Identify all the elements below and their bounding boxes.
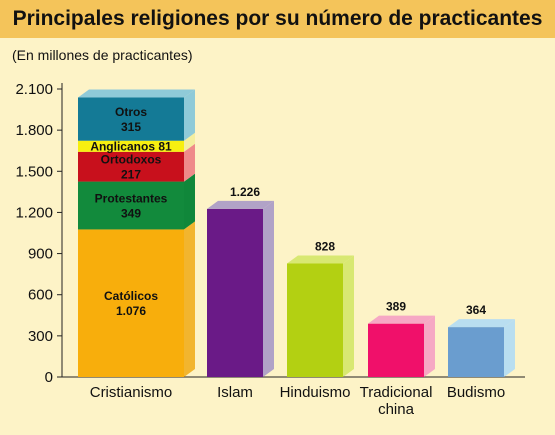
bar-tradicional-china-top <box>368 315 435 324</box>
segment-label-protestantes: Protestantes <box>95 192 168 206</box>
bar-budismo-top <box>448 319 515 328</box>
segment-value-catolicos: 1.076 <box>116 304 146 318</box>
bar-hinduismo-side <box>343 255 354 377</box>
segment-label-ortodoxos: Ortodoxos <box>101 153 162 167</box>
category-label-hinduismo: Hinduismo <box>280 384 351 401</box>
segment-label-catolicos: Católicos <box>104 289 158 303</box>
value-label-hinduismo: 828 <box>315 239 335 253</box>
category-label-tradicional-china: Tradicional <box>360 384 433 401</box>
segment-label-anglicanos: Anglicanos 81 <box>90 139 172 153</box>
y-tick-label: 300 <box>28 328 53 345</box>
bar-tradicional-china-front <box>368 323 424 377</box>
bar-islam-front <box>207 208 263 377</box>
segment-label-otros: Otros <box>115 105 147 119</box>
bar-cristianismo-ortodoxos-front <box>78 151 184 182</box>
chart-title: Principales religiones por su número de … <box>0 0 555 38</box>
value-label-islam: 1.226 <box>230 185 260 199</box>
bar-tradicional-china-side <box>424 315 435 377</box>
y-tick-label: 2.100 <box>15 81 53 98</box>
y-tick-label: 0 <box>45 369 53 386</box>
bar-cristianismo-protestantes-side <box>184 173 195 230</box>
category-label-islam: Islam <box>217 384 253 401</box>
bar-islam-side <box>263 200 274 377</box>
bar-hinduismo-front <box>287 263 343 377</box>
segment-value-protestantes: 349 <box>121 207 141 221</box>
bar-budismo-side <box>504 319 515 377</box>
y-axis-label: (En millones de practicantes) <box>12 47 193 63</box>
category-label-budismo: Budismo <box>447 384 505 401</box>
y-tick-label: 1.200 <box>15 204 53 221</box>
y-tick-label: 1.800 <box>15 122 53 139</box>
bar-cristianismo-otros-front <box>78 97 184 141</box>
bar-cristianismo-otros-side <box>184 89 195 141</box>
bar-hinduismo-top <box>287 255 354 264</box>
category-label-tradicional-china: china <box>378 401 415 418</box>
bar-cristianismo-protestantes-front <box>78 181 184 230</box>
bar-cristianismo-catolicos-front <box>78 229 184 377</box>
y-tick-label: 1.500 <box>15 163 53 180</box>
value-label-budismo: 364 <box>466 303 486 317</box>
y-tick-label: 900 <box>28 246 53 263</box>
bar-cristianismo-anglicanos-front <box>78 140 184 152</box>
bar-islam-top <box>207 200 274 209</box>
value-label-tradicional-china: 389 <box>386 300 406 314</box>
bar-cristianismo-otros-top <box>78 89 195 98</box>
y-tick-label: 600 <box>28 287 53 304</box>
category-label-cristianismo: Cristianismo <box>90 384 173 401</box>
bar-cristianismo-ortodoxos-side <box>184 143 195 182</box>
segment-value-otros: 315 <box>121 120 141 134</box>
bar-cristianismo-anglicanos-side <box>184 132 195 152</box>
segment-value-ortodoxos: 217 <box>121 168 141 182</box>
bar-budismo-front <box>448 327 504 377</box>
bar-cristianismo-catolicos-side <box>184 221 195 377</box>
